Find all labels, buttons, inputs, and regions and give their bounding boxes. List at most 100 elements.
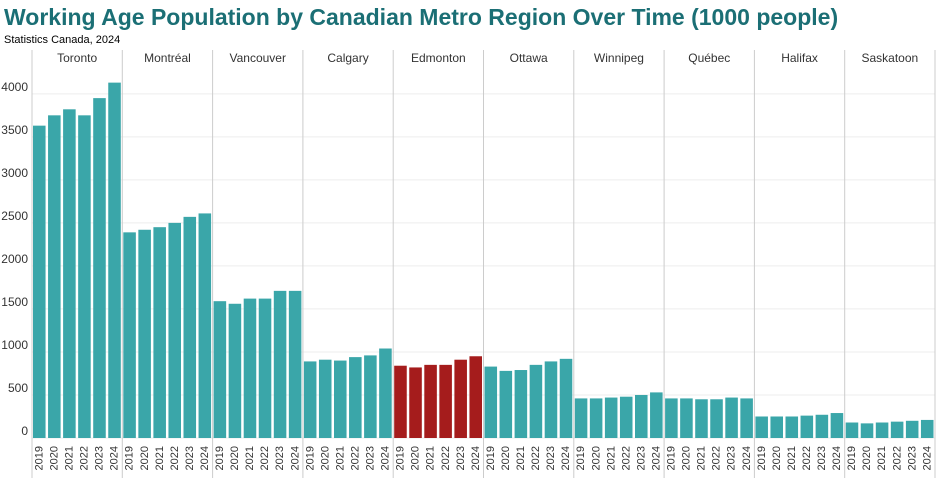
bar — [680, 398, 693, 438]
y-tick-label: 2500 — [1, 209, 28, 223]
bar — [905, 420, 919, 438]
x-tick-label: 2021 — [605, 446, 617, 470]
bar — [108, 82, 121, 439]
x-tick-label: 2024 — [650, 446, 662, 470]
bar — [288, 290, 302, 438]
y-tick-label: 3500 — [1, 123, 28, 137]
x-tick-label: 2023 — [635, 446, 647, 470]
x-tick-label: 2022 — [801, 446, 813, 470]
x-tick-label: 2024 — [560, 446, 572, 470]
bar — [123, 232, 136, 438]
y-tick-label: 2000 — [1, 252, 28, 266]
bar — [394, 365, 407, 438]
y-tick-label: 1500 — [1, 295, 28, 309]
bar — [559, 358, 573, 438]
bar — [514, 370, 528, 438]
bar — [529, 364, 543, 438]
x-tick-label: 2023 — [94, 446, 106, 470]
x-tick-label: 2024 — [199, 446, 211, 470]
x-tick-label: 2023 — [184, 446, 196, 470]
bar — [815, 414, 829, 438]
x-tick-label: 2024 — [831, 446, 843, 470]
x-tick-label: 2021 — [876, 446, 888, 470]
x-tick-label: 2022 — [79, 446, 91, 470]
panel-label: Winnipeg — [594, 51, 644, 65]
bar — [349, 357, 362, 438]
x-tick-label: 2024 — [921, 446, 933, 470]
x-tick-label: 2021 — [64, 446, 76, 470]
x-tick-label: 2021 — [515, 446, 527, 470]
y-tick-label: 3000 — [1, 166, 28, 180]
x-tick-label: 2019 — [846, 446, 858, 470]
x-tick-label: 2021 — [696, 446, 708, 470]
x-tick-label: 2019 — [124, 446, 136, 470]
bar — [454, 359, 467, 438]
x-tick-label: 2024 — [380, 446, 392, 470]
bar — [920, 419, 934, 438]
bar — [409, 367, 422, 438]
x-tick-label: 2020 — [681, 446, 693, 470]
bar — [740, 398, 753, 438]
bar — [695, 399, 708, 438]
x-tick-label: 2022 — [530, 446, 542, 470]
panel-label: Ottawa — [510, 51, 548, 65]
bar — [574, 398, 588, 438]
x-tick-label: 2022 — [349, 446, 361, 470]
bar — [785, 416, 799, 438]
bar — [228, 303, 242, 438]
x-tick-label: 2021 — [244, 446, 256, 470]
x-tick-label: 2024 — [109, 446, 121, 470]
bar — [770, 416, 783, 438]
panel-label: Halifax — [781, 51, 818, 65]
x-tick-label: 2020 — [500, 446, 512, 470]
x-tick-label: 2020 — [410, 446, 422, 470]
x-tick-label: 2019 — [395, 446, 407, 470]
x-tick-label: 2019 — [33, 446, 45, 470]
x-tick-label: 2023 — [726, 446, 738, 470]
panel-label: Calgary — [327, 51, 368, 65]
bar — [619, 396, 633, 438]
bar — [318, 359, 332, 438]
bar — [63, 109, 76, 439]
x-tick-label: 2020 — [590, 446, 602, 470]
x-tick-label: 2020 — [139, 446, 151, 470]
bar — [890, 421, 904, 438]
x-tick-label: 2024 — [470, 446, 482, 470]
bar — [334, 360, 347, 438]
x-tick-label: 2023 — [545, 446, 557, 470]
bar — [484, 366, 498, 438]
bar — [153, 227, 166, 438]
bar — [604, 397, 618, 438]
bar — [800, 415, 814, 438]
x-tick-label: 2021 — [334, 446, 346, 470]
x-tick-label: 2023 — [906, 446, 918, 470]
bar — [875, 422, 889, 438]
x-tick-label: 2019 — [666, 446, 678, 470]
bar — [273, 290, 287, 438]
chart-subtitle: Statistics Canada, 2024 — [4, 34, 120, 46]
x-tick-label: 2023 — [455, 446, 467, 470]
y-tick-label: 0 — [21, 424, 28, 438]
bar — [33, 125, 46, 439]
panel-label: Montréal — [144, 51, 191, 65]
bar — [830, 413, 844, 438]
bar — [710, 399, 723, 438]
x-tick-label: 2019 — [304, 446, 316, 470]
panel-label: Vancouver — [230, 51, 286, 65]
bar — [258, 298, 272, 438]
bar — [424, 364, 437, 438]
x-tick-label: 2019 — [485, 446, 497, 470]
bar — [725, 397, 738, 438]
x-tick-label: 2019 — [575, 446, 587, 470]
bar — [589, 398, 603, 438]
x-tick-label: 2019 — [756, 446, 768, 470]
bar — [93, 98, 106, 439]
x-tick-label: 2022 — [620, 446, 632, 470]
y-tick-label: 1000 — [1, 338, 28, 352]
bar — [183, 216, 197, 438]
panel-label: Saskatoon — [861, 51, 918, 65]
x-tick-label: 2023 — [816, 446, 828, 470]
bar — [665, 398, 678, 438]
x-tick-label: 2020 — [771, 446, 783, 470]
